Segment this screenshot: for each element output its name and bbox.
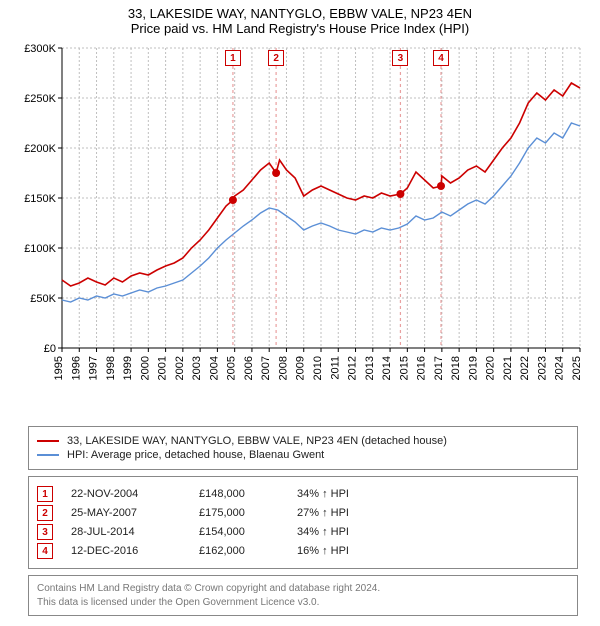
svg-text:2001: 2001 bbox=[157, 356, 169, 380]
svg-text:2002: 2002 bbox=[174, 356, 186, 380]
svg-text:2022: 2022 bbox=[519, 356, 531, 380]
chart-sale-badge: 4 bbox=[433, 50, 449, 66]
svg-text:£100K: £100K bbox=[24, 243, 56, 255]
svg-text:2005: 2005 bbox=[226, 356, 238, 380]
svg-text:2016: 2016 bbox=[416, 356, 428, 380]
svg-text:2009: 2009 bbox=[295, 356, 307, 380]
chart-sale-badge: 2 bbox=[268, 50, 284, 66]
svg-text:2006: 2006 bbox=[243, 356, 255, 380]
sale-badge: 2 bbox=[37, 505, 53, 521]
svg-text:2025: 2025 bbox=[571, 356, 583, 380]
svg-text:2018: 2018 bbox=[450, 356, 462, 380]
svg-text:2024: 2024 bbox=[554, 356, 566, 380]
svg-text:2019: 2019 bbox=[467, 356, 479, 380]
svg-text:2013: 2013 bbox=[364, 356, 376, 380]
title-address: 33, LAKESIDE WAY, NANTYGLO, EBBW VALE, N… bbox=[10, 6, 590, 21]
svg-text:2021: 2021 bbox=[502, 356, 514, 380]
sale-pct: 34% ↑ HPI bbox=[297, 526, 397, 538]
sale-row: 4 12-DEC-2016 £162,000 16% ↑ HPI bbox=[37, 543, 569, 559]
sale-badge: 1 bbox=[37, 486, 53, 502]
svg-text:£0: £0 bbox=[44, 343, 56, 355]
sale-date: 22-NOV-2004 bbox=[71, 488, 181, 500]
svg-text:£150K: £150K bbox=[24, 193, 56, 205]
sale-badge: 3 bbox=[37, 524, 53, 540]
svg-text:2004: 2004 bbox=[208, 356, 220, 380]
svg-text:£300K: £300K bbox=[24, 43, 56, 55]
sale-date: 25-MAY-2007 bbox=[71, 507, 181, 519]
footer-line: Contains HM Land Registry data © Crown c… bbox=[37, 582, 569, 596]
svg-text:2015: 2015 bbox=[398, 356, 410, 380]
svg-text:1996: 1996 bbox=[70, 356, 82, 380]
sale-row: 1 22-NOV-2004 £148,000 34% ↑ HPI bbox=[37, 486, 569, 502]
sale-date: 12-DEC-2016 bbox=[71, 545, 181, 557]
legend-row: HPI: Average price, detached house, Blae… bbox=[37, 449, 569, 461]
sale-row: 3 28-JUL-2014 £154,000 34% ↑ HPI bbox=[37, 524, 569, 540]
sales-box: 1 22-NOV-2004 £148,000 34% ↑ HPI 2 25-MAY-200… bbox=[28, 476, 578, 569]
svg-text:1998: 1998 bbox=[105, 356, 117, 380]
sale-price: £148,000 bbox=[199, 488, 279, 500]
svg-text:2007: 2007 bbox=[260, 356, 272, 380]
svg-text:1999: 1999 bbox=[122, 356, 134, 380]
svg-text:2003: 2003 bbox=[191, 356, 203, 380]
legend-label: HPI: Average price, detached house, Blae… bbox=[67, 449, 324, 461]
legend-swatch bbox=[37, 454, 59, 456]
svg-text:2008: 2008 bbox=[277, 356, 289, 380]
chart-sale-badge: 3 bbox=[392, 50, 408, 66]
sale-pct: 16% ↑ HPI bbox=[297, 545, 397, 557]
svg-text:2012: 2012 bbox=[347, 356, 359, 380]
sale-pct: 27% ↑ HPI bbox=[297, 507, 397, 519]
svg-text:2023: 2023 bbox=[536, 356, 548, 380]
chart-titles: 33, LAKESIDE WAY, NANTYGLO, EBBW VALE, N… bbox=[0, 0, 600, 38]
chart-sale-badge: 1 bbox=[225, 50, 241, 66]
legend-label: 33, LAKESIDE WAY, NANTYGLO, EBBW VALE, N… bbox=[67, 435, 447, 447]
svg-text:2010: 2010 bbox=[312, 356, 324, 380]
svg-text:1995: 1995 bbox=[53, 356, 65, 380]
sale-price: £175,000 bbox=[199, 507, 279, 519]
svg-text:2000: 2000 bbox=[139, 356, 151, 380]
legend-swatch bbox=[37, 440, 59, 442]
svg-text:1997: 1997 bbox=[88, 356, 100, 380]
svg-text:£200K: £200K bbox=[24, 143, 56, 155]
svg-text:£250K: £250K bbox=[24, 93, 56, 105]
sale-badge: 4 bbox=[37, 543, 53, 559]
svg-text:2017: 2017 bbox=[433, 356, 445, 380]
svg-text:2020: 2020 bbox=[485, 356, 497, 380]
title-subtitle: Price paid vs. HM Land Registry's House … bbox=[10, 21, 590, 36]
footer-line: This data is licensed under the Open Gov… bbox=[37, 596, 569, 610]
sale-price: £154,000 bbox=[199, 526, 279, 538]
sale-price: £162,000 bbox=[199, 545, 279, 557]
legend-box: 33, LAKESIDE WAY, NANTYGLO, EBBW VALE, N… bbox=[28, 426, 578, 470]
legend-row: 33, LAKESIDE WAY, NANTYGLO, EBBW VALE, N… bbox=[37, 435, 569, 447]
sale-date: 28-JUL-2014 bbox=[71, 526, 181, 538]
svg-text:2011: 2011 bbox=[329, 356, 341, 380]
svg-text:2014: 2014 bbox=[381, 356, 393, 380]
sale-pct: 34% ↑ HPI bbox=[297, 488, 397, 500]
sale-row: 2 25-MAY-2007 £175,000 27% ↑ HPI bbox=[37, 505, 569, 521]
svg-text:£50K: £50K bbox=[30, 293, 56, 305]
footer-box: Contains HM Land Registry data © Crown c… bbox=[28, 575, 578, 616]
chart-svg: £0 £50K £100K £150K £200K £250K £300K 1995 1996 1… bbox=[10, 38, 590, 418]
chart-area: £0 £50K £100K £150K £200K £250K £300K 1995 1996 1… bbox=[10, 38, 590, 418]
